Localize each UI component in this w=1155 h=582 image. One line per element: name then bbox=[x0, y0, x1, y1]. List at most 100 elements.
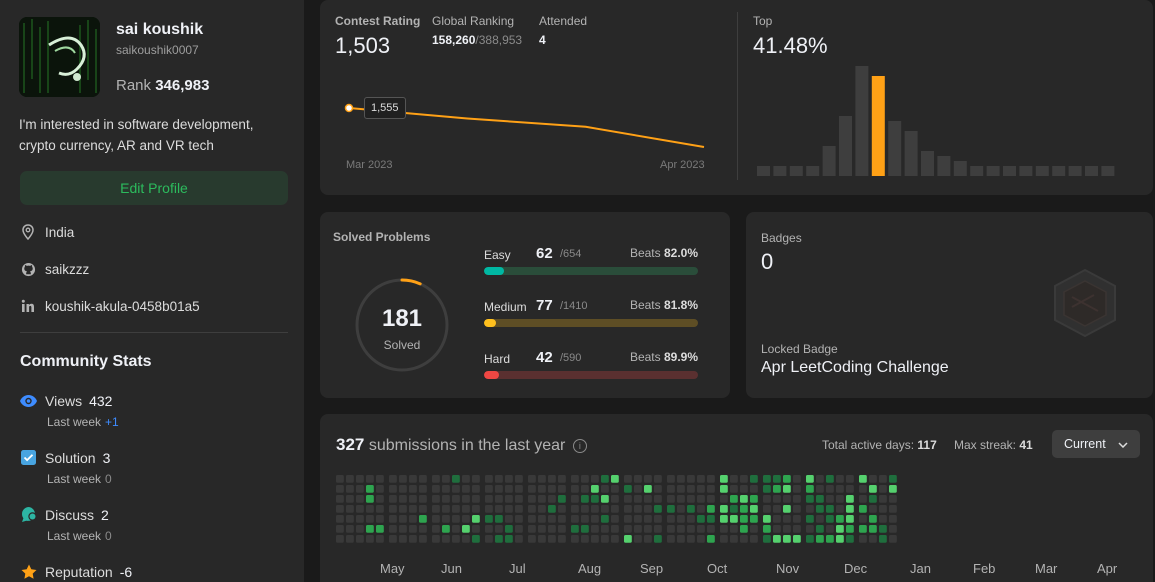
heatmap-cell[interactable] bbox=[409, 525, 417, 533]
linkedin-row[interactable]: koushik-akula-0458b01a5 bbox=[20, 298, 200, 314]
heatmap-cell[interactable] bbox=[677, 495, 685, 503]
heatmap-cell[interactable] bbox=[816, 535, 824, 543]
heatmap-cell[interactable] bbox=[879, 475, 887, 483]
heatmap-cell[interactable] bbox=[697, 485, 705, 493]
heatmap-cell[interactable] bbox=[783, 505, 791, 513]
heatmap-cell[interactable] bbox=[836, 535, 844, 543]
heatmap-cell[interactable] bbox=[773, 535, 781, 543]
heatmap-cell[interactable] bbox=[366, 535, 374, 543]
heatmap-cell[interactable] bbox=[826, 485, 834, 493]
heatmap-cell[interactable] bbox=[707, 515, 715, 523]
heatmap-cell[interactable] bbox=[773, 475, 781, 483]
heatmap-cell[interactable] bbox=[720, 485, 728, 493]
heatmap-cell[interactable] bbox=[581, 485, 589, 493]
heatmap-cell[interactable] bbox=[869, 475, 877, 483]
heatmap-cell[interactable] bbox=[485, 485, 493, 493]
heatmap-cell[interactable] bbox=[624, 505, 632, 513]
heatmap-cell[interactable] bbox=[581, 475, 589, 483]
heatmap-cell[interactable] bbox=[879, 515, 887, 523]
heatmap-cell[interactable] bbox=[495, 475, 503, 483]
heatmap-cell[interactable] bbox=[687, 505, 695, 513]
heatmap-cell[interactable] bbox=[571, 495, 579, 503]
heatmap-cell[interactable] bbox=[419, 515, 427, 523]
rating-line-chart[interactable] bbox=[340, 95, 715, 155]
info-icon[interactable]: i bbox=[572, 439, 587, 453]
heatmap-cell[interactable] bbox=[730, 535, 738, 543]
heatmap-cell[interactable] bbox=[581, 515, 589, 523]
heatmap-cell[interactable] bbox=[750, 535, 758, 543]
heatmap-cell[interactable] bbox=[644, 475, 652, 483]
heatmap-cell[interactable] bbox=[495, 525, 503, 533]
heatmap-cell[interactable] bbox=[452, 475, 460, 483]
heatmap-cell[interactable] bbox=[336, 485, 344, 493]
heatmap-cell[interactable] bbox=[667, 515, 675, 523]
heatmap-cell[interactable] bbox=[846, 485, 854, 493]
heatmap-cell[interactable] bbox=[783, 495, 791, 503]
heatmap-cell[interactable] bbox=[452, 495, 460, 503]
heatmap-cell[interactable] bbox=[859, 485, 867, 493]
heatmap-cell[interactable] bbox=[730, 495, 738, 503]
heatmap-cell[interactable] bbox=[869, 525, 877, 533]
heatmap-cell[interactable] bbox=[528, 515, 536, 523]
heatmap-cell[interactable] bbox=[462, 475, 470, 483]
heatmap-cell[interactable] bbox=[869, 535, 877, 543]
heatmap-cell[interactable] bbox=[773, 495, 781, 503]
heatmap-cell[interactable] bbox=[432, 485, 440, 493]
heatmap-cell[interactable] bbox=[859, 505, 867, 513]
heatmap-cell[interactable] bbox=[336, 525, 344, 533]
heatmap-cell[interactable] bbox=[806, 535, 814, 543]
heatmap-cell[interactable] bbox=[462, 485, 470, 493]
heatmap-cell[interactable] bbox=[846, 535, 854, 543]
heatmap-cell[interactable] bbox=[697, 505, 705, 513]
heatmap-cell[interactable] bbox=[366, 495, 374, 503]
heatmap-cell[interactable] bbox=[558, 495, 566, 503]
heatmap-cell[interactable] bbox=[816, 495, 824, 503]
heatmap-cell[interactable] bbox=[667, 485, 675, 493]
heatmap-cell[interactable] bbox=[558, 535, 566, 543]
heatmap-cell[interactable] bbox=[836, 505, 844, 513]
heatmap-cell[interactable] bbox=[495, 515, 503, 523]
heatmap-cell[interactable] bbox=[548, 535, 556, 543]
heatmap-cell[interactable] bbox=[806, 525, 814, 533]
heatmap-cell[interactable] bbox=[485, 475, 493, 483]
heatmap-cell[interactable] bbox=[472, 515, 480, 523]
heatmap-cell[interactable] bbox=[677, 475, 685, 483]
locked-badge-icon[interactable] bbox=[1050, 267, 1120, 339]
heatmap-cell[interactable] bbox=[389, 525, 397, 533]
heatmap-cell[interactable] bbox=[419, 495, 427, 503]
heatmap-cell[interactable] bbox=[763, 495, 771, 503]
heatmap-cell[interactable] bbox=[538, 475, 546, 483]
heatmap-cell[interactable] bbox=[528, 535, 536, 543]
heatmap-cell[interactable] bbox=[515, 495, 523, 503]
heatmap-cell[interactable] bbox=[720, 505, 728, 513]
heatmap-cell[interactable] bbox=[783, 515, 791, 523]
heatmap-cell[interactable] bbox=[707, 475, 715, 483]
heatmap-cell[interactable] bbox=[485, 505, 493, 513]
heatmap-cell[interactable] bbox=[376, 495, 384, 503]
heatmap-cell[interactable] bbox=[336, 495, 344, 503]
heatmap-cell[interactable] bbox=[859, 525, 867, 533]
heatmap-cell[interactable] bbox=[376, 535, 384, 543]
heatmap-cell[interactable] bbox=[836, 515, 844, 523]
heatmap-cell[interactable] bbox=[601, 505, 609, 513]
heatmap-cell[interactable] bbox=[472, 505, 480, 513]
heatmap-cell[interactable] bbox=[740, 505, 748, 513]
heatmap-cell[interactable] bbox=[389, 505, 397, 513]
heatmap-cell[interactable] bbox=[707, 525, 715, 533]
heatmap-cell[interactable] bbox=[601, 495, 609, 503]
heatmap-cell[interactable] bbox=[485, 535, 493, 543]
heatmap-cell[interactable] bbox=[472, 525, 480, 533]
heatmap-cell[interactable] bbox=[750, 525, 758, 533]
heatmap-cell[interactable] bbox=[654, 535, 662, 543]
heatmap-cell[interactable] bbox=[836, 485, 844, 493]
heatmap-cell[interactable] bbox=[816, 505, 824, 513]
heatmap-cell[interactable] bbox=[644, 485, 652, 493]
heatmap-cell[interactable] bbox=[654, 475, 662, 483]
heatmap-cell[interactable] bbox=[505, 485, 513, 493]
heatmap-cell[interactable] bbox=[548, 485, 556, 493]
heatmap-cell[interactable] bbox=[452, 485, 460, 493]
heatmap-cell[interactable] bbox=[611, 535, 619, 543]
heatmap-cell[interactable] bbox=[846, 515, 854, 523]
heatmap-cell[interactable] bbox=[720, 475, 728, 483]
heatmap-cell[interactable] bbox=[419, 535, 427, 543]
